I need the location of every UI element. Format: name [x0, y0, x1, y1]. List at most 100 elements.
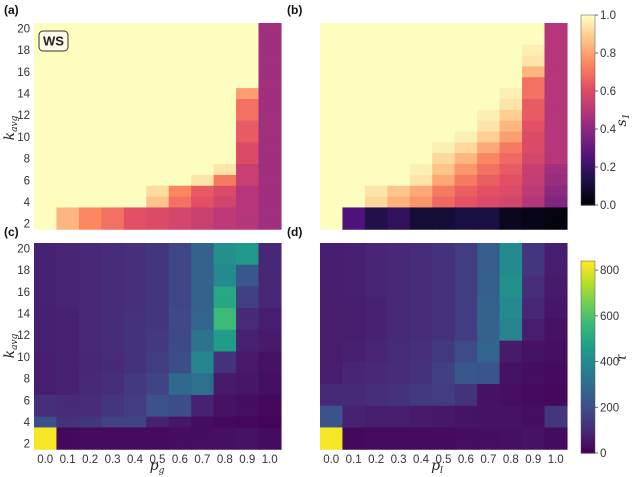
colorbar-segment [581, 289, 595, 293]
heatmap-cell [544, 33, 568, 46]
y-tick-label: 18 [17, 265, 30, 277]
heatmap-cell [522, 405, 546, 418]
heatmap-cell [146, 329, 170, 342]
heatmap-cell [236, 120, 260, 133]
heatmap-cell [168, 174, 192, 187]
heatmap-cell [522, 218, 546, 230]
heatmap-cell [236, 427, 260, 439]
heatmap-cell [522, 174, 546, 187]
heatmap-cell [34, 131, 58, 143]
heatmap-cell [432, 329, 456, 342]
heatmap-cell [544, 164, 568, 176]
colorbar-segment [581, 330, 595, 334]
heatmap-cell [123, 196, 147, 209]
panel-label-a: (a) [4, 3, 19, 17]
heatmap-cell [454, 340, 478, 353]
x-tick-label: 0.6 [172, 454, 188, 466]
heatmap-cell [213, 438, 237, 450]
colorbar-segment [581, 174, 595, 178]
heatmap-cell [236, 373, 260, 385]
heatmap-cell [56, 243, 80, 255]
heatmap-cell [342, 264, 366, 277]
heatmap-cell [522, 362, 546, 374]
heatmap-cell [146, 109, 170, 122]
heatmap-cell [213, 329, 237, 342]
heatmap-cell [320, 33, 344, 46]
colorbar-segment [581, 140, 595, 144]
heatmap-cell [236, 286, 260, 298]
heatmap-cell [342, 55, 366, 67]
heatmap-cell [387, 427, 411, 439]
heatmap-cell [123, 318, 147, 331]
heatmap-cell [522, 207, 546, 219]
heatmap-cell [544, 23, 568, 35]
heatmap-cell [101, 384, 125, 396]
heatmap-cell [409, 142, 433, 154]
heatmap-cell [409, 308, 433, 320]
heatmap-cell [146, 253, 170, 266]
heatmap-cell [454, 174, 478, 187]
heatmap-cell [191, 297, 215, 309]
heatmap-cell [544, 174, 568, 187]
heatmap-cell [432, 185, 456, 198]
heatmap-panel-b [320, 23, 568, 230]
heatmap-cell [34, 243, 58, 255]
heatmap-cell [320, 98, 344, 111]
heatmap-cell [258, 340, 282, 353]
heatmap-cell [123, 243, 147, 255]
colorbar-segment [581, 126, 595, 130]
x-tick-label: 0.1 [60, 454, 76, 466]
heatmap-cell [258, 174, 282, 187]
heatmap-cell [56, 77, 80, 89]
heatmap-cell [499, 185, 523, 198]
x-tick-label: 0.0 [323, 454, 339, 466]
heatmap-cell [544, 66, 568, 78]
heatmap-cell [101, 44, 125, 57]
heatmap-cell [213, 384, 237, 396]
colorbar-segment [581, 313, 595, 317]
heatmap-cell [409, 88, 433, 100]
colorbar-segment [581, 268, 595, 272]
heatmap-cell [236, 329, 260, 342]
colorbar-tick-label: 200 [600, 402, 619, 414]
heatmap-cell [387, 373, 411, 385]
heatmap-cell [191, 142, 215, 154]
heatmap-cell [34, 264, 58, 277]
heatmap-cell [168, 33, 192, 46]
heatmap-cell [409, 253, 433, 266]
heatmap-cell [258, 218, 282, 230]
xlabel-d: pl [431, 458, 443, 476]
heatmap-cell [342, 373, 366, 385]
heatmap-cell [477, 207, 501, 219]
colorbar-segment [581, 22, 595, 26]
heatmap-cell [454, 196, 478, 209]
colorbar-segment [581, 309, 595, 312]
colorbar-segment [581, 335, 595, 339]
heatmap-cell [56, 438, 80, 450]
heatmap-cell [320, 207, 344, 219]
heatmap-cell [432, 340, 456, 353]
heatmap-cell [101, 275, 125, 287]
heatmap-cell [146, 218, 170, 230]
colorbar-segment [581, 48, 595, 52]
heatmap-cell [364, 142, 388, 154]
heatmap-cell [56, 416, 80, 429]
colorbar-segment [581, 414, 595, 418]
heatmap-cell [432, 253, 456, 266]
heatmap-cell [56, 218, 80, 230]
heatmap-cell [409, 120, 433, 133]
colorbar-tick-label: 0.8 [600, 48, 616, 60]
heatmap-cell [191, 384, 215, 396]
heatmap-cell [477, 318, 501, 331]
heatmap-cell [146, 196, 170, 209]
heatmap-cell [34, 109, 58, 122]
heatmap-cell [56, 142, 80, 154]
heatmap-cell [168, 297, 192, 309]
colorbar-segment [581, 354, 595, 358]
heatmap-cell [544, 207, 568, 219]
heatmap-cell [320, 362, 344, 374]
heatmap-cell [320, 275, 344, 287]
heatmap-cell [454, 23, 478, 35]
heatmap-cell [522, 297, 546, 309]
heatmap-cell [409, 174, 433, 187]
